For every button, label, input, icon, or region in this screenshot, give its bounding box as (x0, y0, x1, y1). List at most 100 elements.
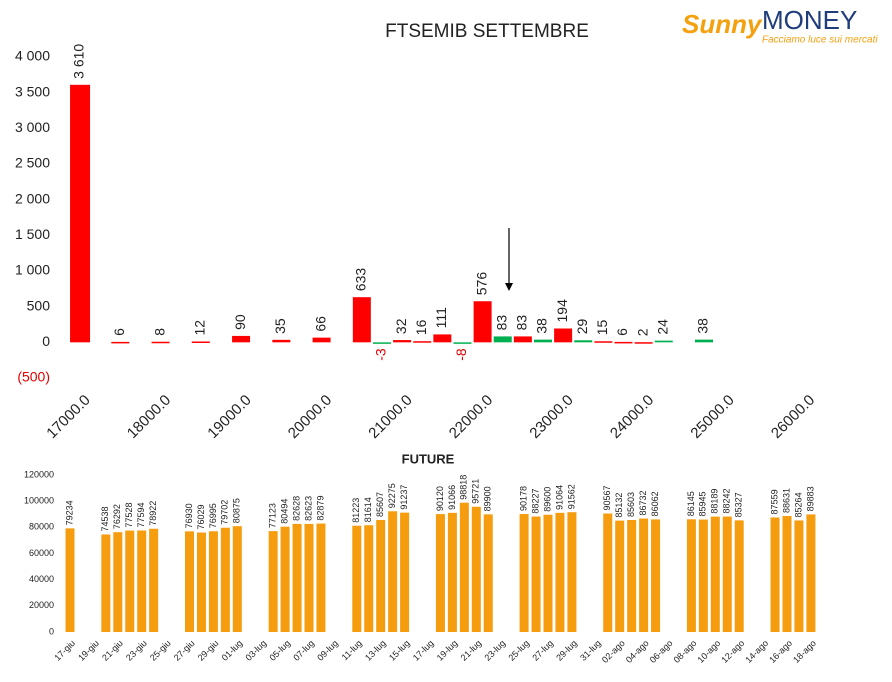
y-tick-label: 100000 (24, 496, 54, 506)
x-tick-label: 24000.0 (607, 392, 657, 442)
chart-title: FTSEMIB SETTEMBRE (385, 21, 589, 42)
y-tick-label: 4 000 (15, 48, 50, 64)
data-label: 83 (514, 315, 530, 331)
x-tick-label: 02-ago (600, 638, 627, 665)
y-tick-label: 80000 (29, 522, 54, 532)
x-tick-label: 27-giu (172, 638, 197, 663)
bar (710, 516, 720, 632)
bar (149, 528, 159, 632)
bar (196, 532, 206, 632)
bar (543, 514, 553, 632)
x-tick-label: 25-lug (506, 638, 531, 663)
bar (471, 506, 481, 632)
data-label: 2 (634, 328, 650, 336)
data-label: 76930 (184, 503, 194, 528)
data-label: 78922 (148, 501, 158, 526)
data-label: 32 (393, 318, 409, 334)
data-label: 24 (654, 319, 670, 335)
data-label: 90 (232, 314, 248, 330)
bar (513, 336, 532, 343)
bar (533, 339, 552, 343)
x-tick-label: 13-lug (363, 638, 388, 663)
data-label: 91237 (399, 485, 409, 510)
bar (113, 532, 123, 632)
x-tick-label: 20000.0 (285, 392, 335, 442)
data-label: 89883 (805, 486, 815, 511)
data-label: 38 (534, 318, 550, 334)
x-tick-label: 26000.0 (768, 392, 818, 442)
data-label: 88189 (710, 489, 720, 514)
bar (376, 519, 386, 632)
x-tick-label: 23-giu (124, 638, 149, 663)
bar (453, 342, 472, 344)
annotation-arrow (505, 228, 513, 291)
x-tick-label: 27-lug (530, 638, 555, 663)
x-tick-label: 29-lug (554, 638, 579, 663)
logo: Sunny MONEY Facciamo luce sui mercati (682, 5, 878, 46)
y-tick-label: (500) (17, 369, 50, 385)
data-label: 35 (272, 318, 288, 334)
x-tick-label: 07-lug (291, 638, 316, 663)
data-label: 77528 (124, 503, 134, 528)
bar (101, 534, 111, 632)
bar (185, 531, 194, 632)
x-tick-label: 15-lug (387, 638, 412, 663)
x-tick-label: 12-ago (719, 638, 746, 665)
y-tick-label: 2 000 (15, 190, 50, 206)
logo-tagline: Facciamo luce sui mercati (762, 35, 878, 46)
data-label: 85132 (614, 493, 624, 518)
bar (567, 512, 577, 632)
bar (603, 513, 613, 632)
bar (191, 341, 210, 343)
x-tick-label: 22000.0 (446, 392, 496, 442)
y-tick-label: 40000 (29, 574, 54, 584)
bar (393, 340, 412, 343)
x-tick-label: 18-ago (791, 638, 818, 665)
bar (555, 512, 565, 632)
bar (574, 340, 593, 343)
x-tick-label: 31-lug (578, 638, 603, 663)
bar (433, 334, 452, 343)
x-tick-label: 21-giu (100, 638, 125, 663)
data-label: 6 (614, 328, 630, 336)
y-tick-label: 1 500 (15, 226, 50, 242)
x-tick-label: 25-giu (148, 638, 173, 663)
data-label: 66 (312, 316, 328, 332)
data-label: 82628 (291, 496, 301, 521)
bar (272, 339, 291, 343)
bar (594, 341, 613, 343)
bar (782, 516, 792, 632)
x-tick-label: 23-lug (483, 638, 508, 663)
bar (519, 514, 529, 632)
x-tick-label: 03-lug (244, 638, 269, 663)
bar (634, 342, 653, 344)
data-label: 91562 (566, 484, 576, 509)
data-label: 88631 (781, 488, 791, 513)
bar (111, 341, 130, 344)
bar (531, 516, 541, 632)
bar (280, 526, 290, 632)
x-tick-label: 05-lug (267, 638, 292, 663)
bar (459, 502, 469, 632)
bar (413, 341, 432, 343)
data-label: 79234 (64, 500, 74, 525)
data-label: -8 (453, 348, 469, 361)
bar (70, 84, 91, 343)
data-label: 15 (594, 319, 610, 335)
bar (304, 523, 314, 632)
x-tick-label: 06-ago (648, 638, 675, 665)
data-label: 92275 (387, 483, 397, 508)
bar (770, 517, 780, 632)
x-tick-label: 08-ago (672, 638, 699, 665)
y-tick-label: 3 000 (15, 119, 50, 135)
bar (627, 520, 637, 632)
chart-title: FUTURE (402, 451, 455, 466)
data-label: 86145 (686, 491, 696, 516)
bar (493, 336, 512, 343)
y-tick-label: 500 (27, 297, 51, 313)
bar (483, 514, 493, 632)
bar (615, 520, 625, 632)
data-label: 95721 (471, 479, 481, 504)
data-label: 85607 (375, 492, 385, 517)
x-tick-label: 19000.0 (204, 392, 254, 442)
